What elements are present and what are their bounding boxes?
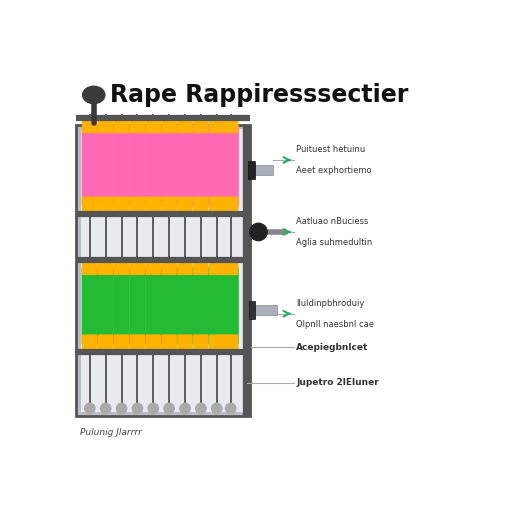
FancyBboxPatch shape [208,125,225,207]
FancyBboxPatch shape [209,334,224,352]
FancyBboxPatch shape [145,267,161,345]
FancyBboxPatch shape [97,267,114,345]
Circle shape [225,403,236,414]
FancyBboxPatch shape [193,125,209,207]
FancyBboxPatch shape [161,267,177,345]
FancyBboxPatch shape [177,197,193,214]
FancyBboxPatch shape [82,115,97,133]
FancyBboxPatch shape [177,125,193,207]
FancyBboxPatch shape [114,115,129,133]
Bar [248,161,255,179]
Ellipse shape [82,87,105,103]
Text: lluldinpbhroduiy: lluldinpbhroduiy [296,299,365,308]
FancyBboxPatch shape [209,115,224,133]
FancyBboxPatch shape [161,125,177,207]
FancyBboxPatch shape [209,258,224,275]
FancyBboxPatch shape [177,115,193,133]
FancyBboxPatch shape [208,267,225,345]
FancyBboxPatch shape [130,115,145,133]
FancyBboxPatch shape [98,334,113,352]
FancyBboxPatch shape [223,115,239,133]
Circle shape [250,223,267,241]
Bar [251,165,273,175]
Circle shape [100,403,111,414]
Circle shape [180,403,190,414]
FancyBboxPatch shape [161,334,177,352]
Circle shape [84,403,95,414]
FancyBboxPatch shape [113,125,130,207]
FancyBboxPatch shape [161,115,177,133]
FancyBboxPatch shape [193,115,208,133]
FancyBboxPatch shape [129,125,145,207]
FancyBboxPatch shape [193,197,208,214]
FancyBboxPatch shape [145,125,161,207]
Circle shape [148,403,158,414]
FancyBboxPatch shape [223,334,239,352]
Text: Jupetro 2lEluner: Jupetro 2lEluner [296,378,379,387]
FancyBboxPatch shape [223,197,239,214]
FancyBboxPatch shape [81,267,98,345]
Text: Pulunig Jlarrrr: Pulunig Jlarrrr [80,428,142,437]
Bar [76,124,250,416]
FancyBboxPatch shape [223,125,239,207]
Circle shape [164,403,174,414]
Text: Aatluao nBuciess: Aatluao nBuciess [296,217,369,226]
Text: Acepiegbnlcet: Acepiegbnlcet [296,343,369,352]
FancyBboxPatch shape [130,258,145,275]
FancyBboxPatch shape [177,334,193,352]
FancyBboxPatch shape [82,258,97,275]
Circle shape [116,403,126,414]
FancyBboxPatch shape [97,125,114,207]
Bar [251,305,277,315]
FancyBboxPatch shape [145,334,161,352]
FancyBboxPatch shape [130,334,145,352]
FancyBboxPatch shape [114,197,129,214]
FancyBboxPatch shape [193,267,209,345]
FancyBboxPatch shape [177,258,193,275]
Circle shape [132,403,142,414]
FancyBboxPatch shape [145,197,161,214]
FancyBboxPatch shape [177,267,193,345]
Bar [249,301,255,319]
FancyBboxPatch shape [82,334,97,352]
FancyBboxPatch shape [145,258,161,275]
Text: Olpnll naesbnl cae: Olpnll naesbnl cae [296,319,374,329]
Circle shape [211,403,222,414]
Bar [81,129,246,412]
FancyBboxPatch shape [114,334,129,352]
Text: Aeet exphortiemo: Aeet exphortiemo [296,166,372,175]
FancyBboxPatch shape [223,258,239,275]
FancyBboxPatch shape [98,258,113,275]
FancyBboxPatch shape [223,267,239,345]
FancyBboxPatch shape [193,258,208,275]
FancyBboxPatch shape [161,197,177,214]
FancyBboxPatch shape [81,125,98,207]
Text: Rape Rappiresssectier: Rape Rappiresssectier [110,83,408,107]
FancyBboxPatch shape [114,258,129,275]
FancyBboxPatch shape [82,197,97,214]
FancyBboxPatch shape [113,267,130,345]
FancyBboxPatch shape [209,197,224,214]
FancyBboxPatch shape [161,258,177,275]
FancyBboxPatch shape [98,197,113,214]
FancyBboxPatch shape [145,115,161,133]
FancyBboxPatch shape [129,267,145,345]
FancyBboxPatch shape [130,197,145,214]
Text: Puituest hetuinu: Puituest hetuinu [296,145,366,154]
FancyBboxPatch shape [98,115,113,133]
Circle shape [196,403,206,414]
FancyBboxPatch shape [193,334,208,352]
Text: Aglia suhmedultin: Aglia suhmedultin [296,238,372,247]
